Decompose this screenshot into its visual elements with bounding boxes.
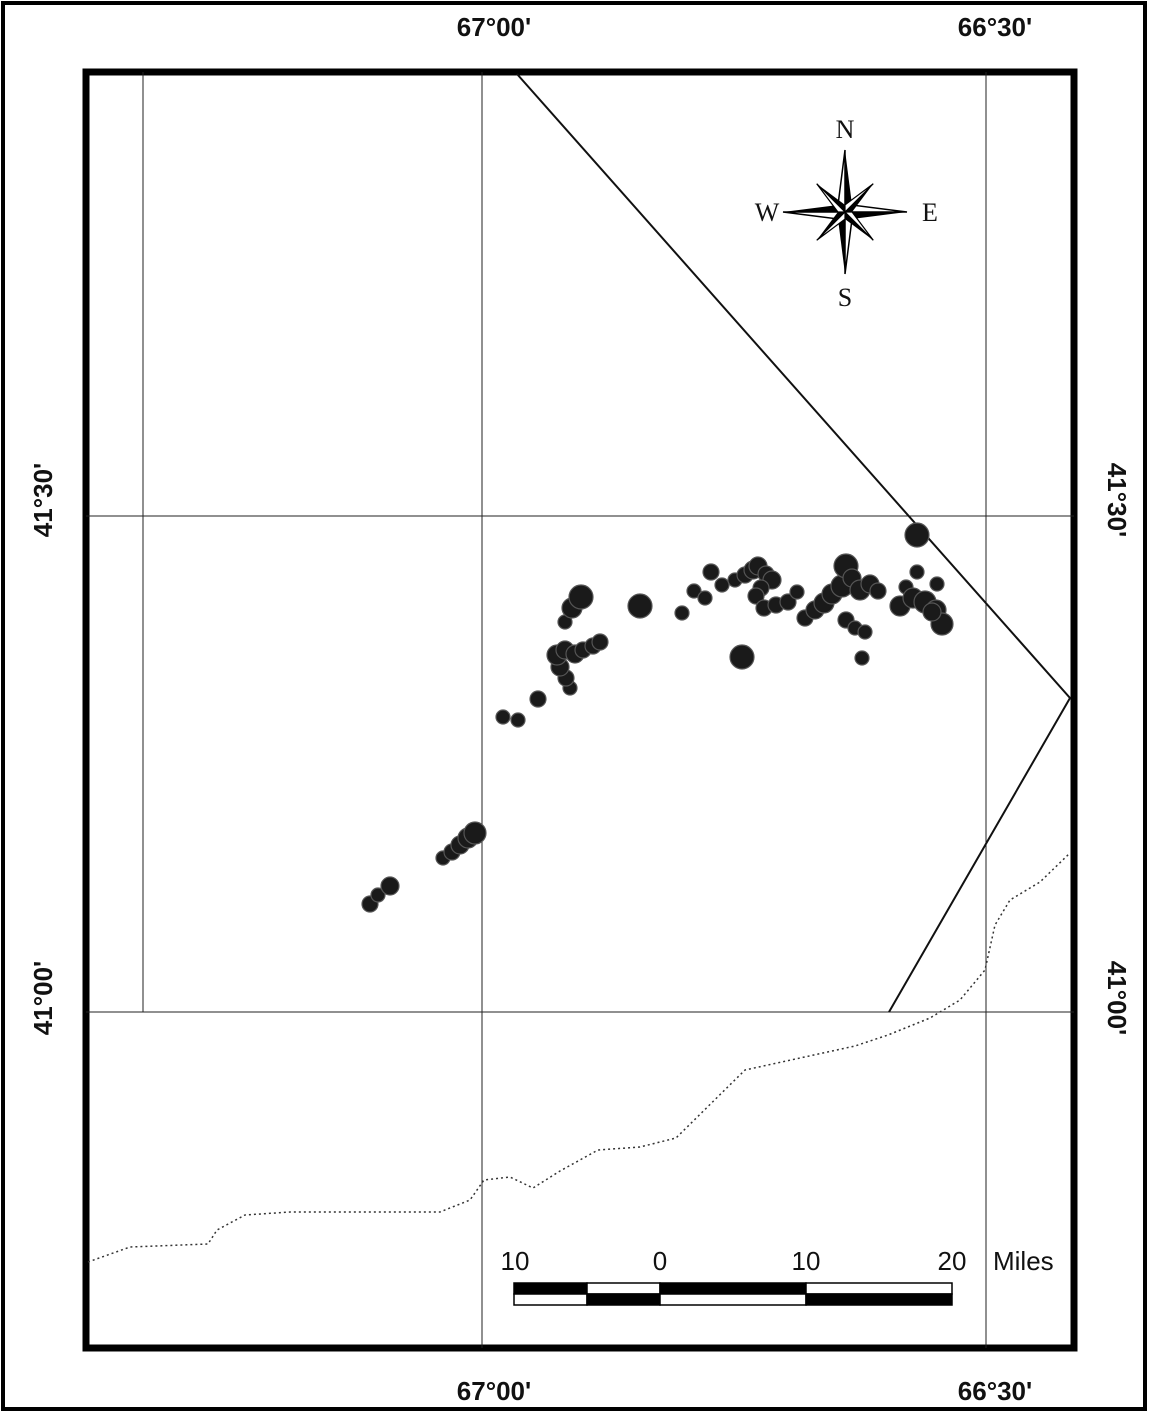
scale-bar: 10 0 10 20 Miles: [501, 1246, 1054, 1306]
compass-s-label: S: [838, 283, 852, 312]
sample-point: [463, 821, 487, 845]
scale-label-20: 20: [938, 1246, 967, 1276]
bottom-label-67-00: 67°00': [457, 1376, 531, 1406]
boundary-line: [516, 73, 1072, 1013]
sample-point: [697, 590, 713, 606]
compass-w-label: W: [755, 198, 780, 227]
sample-point: [674, 605, 690, 621]
top-label-67-00: 67°00': [457, 12, 531, 42]
left-label-41-00: 41°00': [28, 961, 58, 1035]
sample-point: [714, 577, 730, 593]
bottom-label-66-30: 66°30': [958, 1376, 1032, 1406]
compass-n-label: N: [836, 115, 855, 144]
sample-point: [779, 593, 797, 611]
sample-points: [361, 522, 954, 913]
sample-point: [729, 644, 755, 670]
compass-star-icon: [782, 149, 908, 275]
scale-label-10-left: 10: [501, 1246, 530, 1276]
sample-point: [702, 563, 720, 581]
sample-point: [529, 690, 547, 708]
map-frame: [82, 68, 1078, 1352]
scale-label-0: 0: [653, 1246, 667, 1276]
sample-point: [904, 522, 930, 548]
sample-point: [627, 593, 653, 619]
sample-point: [568, 584, 594, 610]
sample-point: [747, 587, 765, 605]
scale-unit-label: Miles: [993, 1246, 1054, 1276]
dotted-contour: [87, 852, 1071, 1263]
sample-point: [789, 584, 805, 600]
sample-point: [922, 602, 942, 622]
sample-point: [510, 712, 526, 728]
sample-point: [591, 633, 609, 651]
sample-point: [854, 650, 870, 666]
sample-point: [380, 876, 400, 896]
scale-label-10: 10: [792, 1246, 821, 1276]
sample-point: [495, 709, 511, 725]
sample-point: [370, 887, 386, 903]
sample-point: [857, 624, 873, 640]
right-label-41-30: 41°30': [1102, 463, 1132, 537]
sample-point: [909, 564, 925, 580]
sample-point: [869, 582, 887, 600]
sample-point: [686, 583, 702, 599]
compass-e-label: E: [922, 198, 938, 227]
sample-point: [929, 576, 945, 592]
left-label-41-30: 41°30': [28, 463, 58, 537]
compass-rose: N S E W: [755, 115, 938, 312]
right-label-41-00: 41°00': [1102, 961, 1132, 1035]
top-label-66-30: 66°30': [958, 12, 1032, 42]
